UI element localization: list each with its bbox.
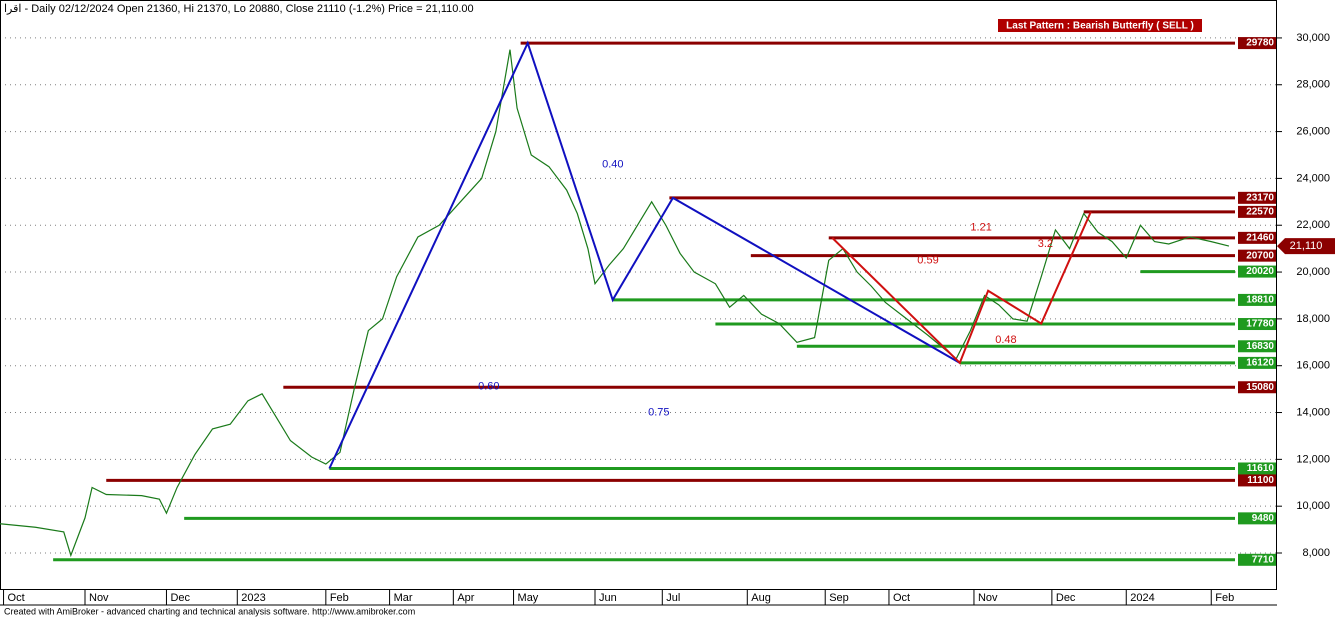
annotation: 1.21 [970,221,991,233]
y-tick-label: 18,000 [1296,313,1330,325]
pattern-box [998,19,1202,32]
level-label: 11100 [1247,475,1274,486]
annotation: 3.2 [1038,238,1053,250]
x-tick-label: Dec [170,592,190,604]
level-label: 21460 [1246,233,1274,244]
y-tick-label: 28,000 [1296,79,1330,91]
x-tick-label: Aug [751,592,771,604]
level-box [1238,205,1276,218]
footer: Created with AmiBroker - advanced charti… [4,606,415,616]
level-label: 22570 [1246,207,1274,218]
x-tick-label: Sep [829,592,849,604]
price-line [0,49,1230,558]
level-box [1238,474,1276,487]
level-box [1238,356,1276,369]
price-tag-label: 21,110 [1290,240,1323,252]
pattern-line [831,211,1092,365]
x-tick-label: Nov [978,592,998,604]
annotation: 0.75 [648,406,669,418]
x-tick-label: Dec [1056,592,1076,604]
level-label: 7710 [1252,554,1275,565]
level-box [1238,37,1276,50]
x-tick-label: Apr [457,592,474,604]
y-tick-label: 8,000 [1302,547,1330,559]
y-tick-label: 20,000 [1296,266,1330,278]
annotation: 0.48 [995,334,1016,346]
x-tick-label: Jun [599,592,617,604]
chart-title: اقرا - Daily 02/12/2024 Open 21360, Hi 2… [4,3,474,15]
level-box [1238,381,1276,394]
x-tick-label: Nov [89,592,109,604]
y-tick-label: 26,000 [1296,125,1330,137]
level-label: 16830 [1246,341,1274,352]
x-tick-label: Feb [330,592,349,604]
level-label: 17780 [1246,319,1274,330]
level-box [1238,512,1276,525]
y-tick-label: 30,000 [1296,32,1330,44]
plot-frame [0,0,1277,590]
x-tick-label: 2023 [241,592,265,604]
level-label: 20020 [1246,266,1274,277]
level-box [1238,265,1276,278]
level-box [1238,340,1276,353]
annotation: 0.59 [917,254,938,266]
annotation: 0.60 [478,381,499,393]
level-label: 18810 [1246,295,1274,306]
level-label: 11610 [1247,463,1275,474]
y-tick-label: 16,000 [1296,360,1330,372]
y-tick-label: 24,000 [1296,172,1330,184]
pattern-line [328,40,961,469]
y-tick-label: 10,000 [1296,500,1330,512]
pattern-label: Last Pattern : Bearish Butterfly ( SELL … [1006,21,1194,32]
x-tick-label: Feb [1215,592,1234,604]
x-tick-label: Mar [394,592,413,604]
level-label: 16120 [1246,358,1274,369]
price-tag [1277,238,1335,255]
y-tick-label: 14,000 [1296,406,1330,418]
y-tick-label: 22,000 [1296,219,1330,231]
level-label: 23170 [1246,192,1274,203]
x-tick-label: Jul [666,592,680,604]
x-tick-label: May [518,592,539,604]
level-box [1238,231,1276,244]
x-tick-label: Oct [8,592,25,604]
level-box [1238,318,1276,331]
level-box [1238,553,1276,566]
level-label: 29780 [1246,38,1274,49]
y-tick-label: 12,000 [1296,453,1330,465]
level-box [1238,249,1276,262]
level-box [1238,293,1276,306]
level-box [1238,191,1276,204]
level-label: 15080 [1246,382,1274,393]
level-label: 20700 [1246,250,1274,261]
level-label: 9480 [1252,513,1275,524]
x-tick-label: 2024 [1130,592,1154,604]
annotation: 0.40 [602,158,623,170]
x-tick-label: Oct [893,592,910,604]
level-box [1238,462,1276,475]
